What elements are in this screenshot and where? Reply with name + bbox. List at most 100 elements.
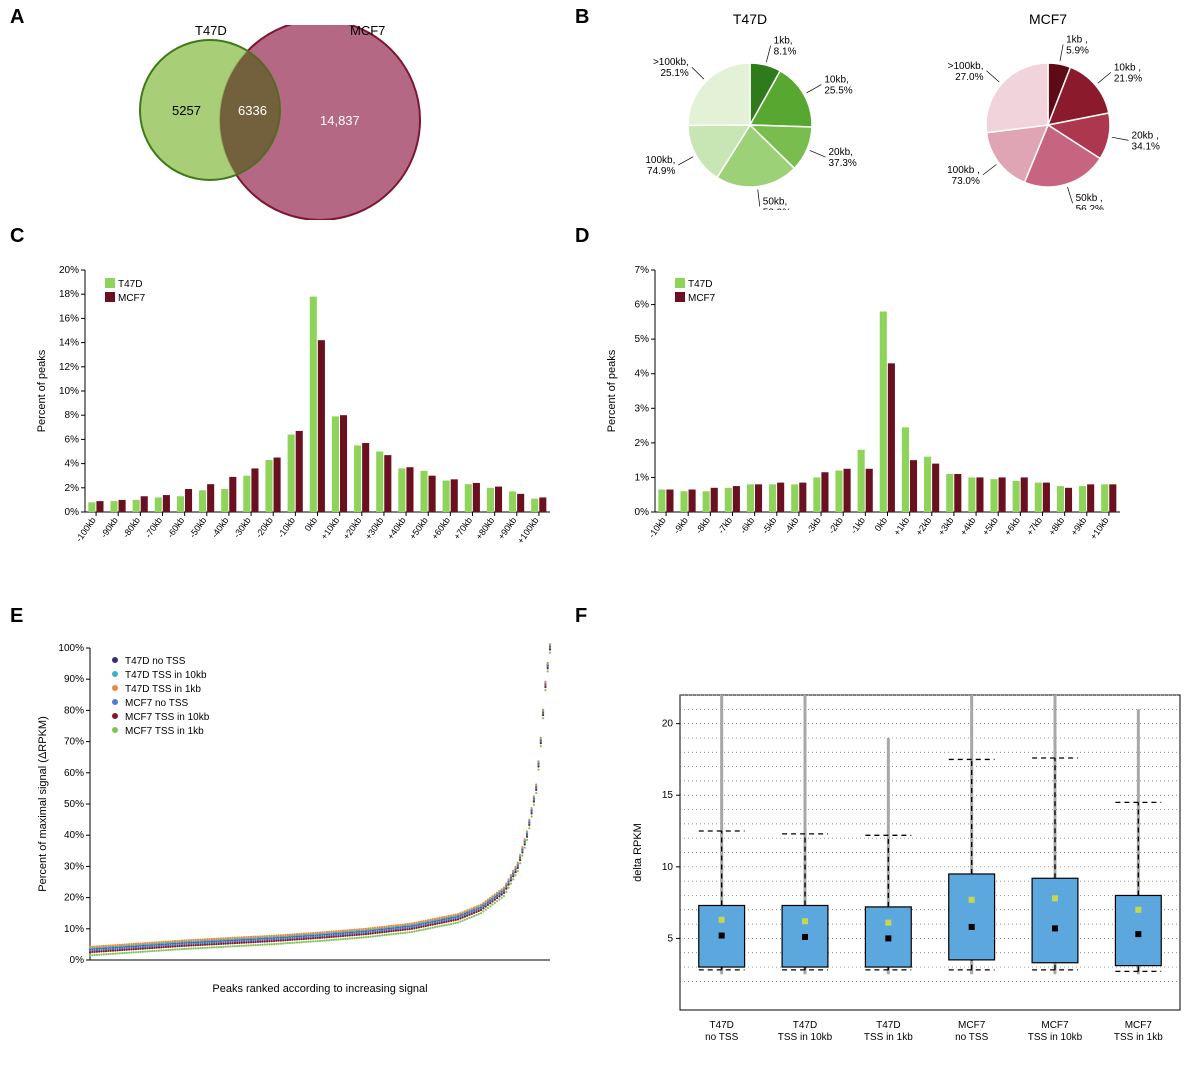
- panel-b-pies: T47D1kb,8.1%10kb,25.5%20kb,37.3%50kb,58.…: [600, 10, 900, 210]
- panel-f-label: F: [575, 605, 587, 628]
- svg-text:+100kb: +100kb: [515, 515, 540, 545]
- svg-text:20%: 20%: [59, 265, 79, 276]
- svg-text:>100kb,: >100kb,: [653, 57, 689, 68]
- svg-text:10%: 10%: [59, 386, 79, 397]
- svg-text:+5kb: +5kb: [980, 515, 1000, 537]
- svg-text:0kb: 0kb: [873, 515, 890, 533]
- svg-text:+20kb: +20kb: [341, 515, 363, 541]
- svg-text:14%: 14%: [59, 338, 79, 349]
- svg-text:+3kb: +3kb: [936, 515, 956, 537]
- svg-text:-20kb: -20kb: [254, 515, 275, 539]
- svg-text:4%: 4%: [635, 369, 650, 380]
- svg-text:-80kb: -80kb: [121, 515, 142, 539]
- svg-text:-70kb: -70kb: [143, 515, 164, 539]
- svg-text:10%: 10%: [64, 924, 84, 935]
- svg-text:+30kb: +30kb: [363, 515, 385, 541]
- svg-text:1kb ,: 1kb ,: [1066, 34, 1088, 45]
- svg-text:70%: 70%: [64, 737, 84, 748]
- svg-text:TSS in 1kb: TSS in 1kb: [864, 1032, 913, 1043]
- svg-text:5257: 5257: [172, 103, 201, 118]
- svg-text:-40kb: -40kb: [209, 515, 230, 539]
- svg-text:+9kb: +9kb: [1069, 515, 1089, 537]
- svg-text:14,837: 14,837: [320, 113, 360, 128]
- svg-text:21.9%: 21.9%: [1114, 73, 1142, 84]
- svg-text:1%: 1%: [635, 472, 650, 483]
- svg-text:+80kb: +80kb: [474, 515, 496, 541]
- svg-text:-4kb: -4kb: [782, 515, 800, 535]
- svg-text:6%: 6%: [65, 434, 80, 445]
- svg-text:56.2%: 56.2%: [1076, 204, 1104, 210]
- svg-text:10kb ,: 10kb ,: [1114, 62, 1141, 73]
- svg-text:10: 10: [662, 862, 674, 873]
- svg-text:T47D: T47D: [793, 1020, 817, 1031]
- svg-text:-1kb: -1kb: [849, 515, 867, 535]
- svg-text:2%: 2%: [65, 483, 80, 494]
- svg-text:MCF7: MCF7: [958, 1020, 986, 1031]
- svg-text:TSS in 1kb: TSS in 1kb: [1114, 1032, 1163, 1043]
- svg-text:6%: 6%: [635, 300, 650, 311]
- svg-text:MCF7: MCF7: [1125, 1020, 1153, 1031]
- svg-text:MCF7 TSS in 1kb: MCF7 TSS in 1kb: [125, 726, 204, 737]
- svg-text:MCF7: MCF7: [688, 293, 716, 304]
- svg-text:-6kb: -6kb: [738, 515, 756, 535]
- svg-text:T47D: T47D: [709, 1020, 733, 1031]
- svg-text:25.1%: 25.1%: [660, 68, 688, 79]
- svg-text:0%: 0%: [70, 955, 85, 966]
- svg-text:-2kb: -2kb: [827, 515, 845, 535]
- svg-text:60%: 60%: [64, 768, 84, 779]
- svg-text:100kb ,: 100kb ,: [947, 165, 980, 176]
- svg-text:+1kb: +1kb: [892, 515, 912, 537]
- svg-text:MCF7: MCF7: [1029, 11, 1067, 27]
- svg-text:20%: 20%: [64, 893, 84, 904]
- svg-text:T47D: T47D: [118, 279, 142, 290]
- svg-text:T47D TSS in 10kb: T47D TSS in 10kb: [125, 670, 207, 681]
- svg-text:-9kb: -9kb: [672, 515, 690, 535]
- svg-text:+70kb: +70kb: [452, 515, 474, 541]
- svg-text:TSS in 10kb: TSS in 10kb: [1028, 1032, 1083, 1043]
- svg-text:10kb,: 10kb,: [824, 75, 848, 86]
- svg-text:0kb: 0kb: [303, 515, 320, 533]
- svg-text:80%: 80%: [64, 705, 84, 716]
- svg-text:+50kb: +50kb: [407, 515, 429, 541]
- svg-text:MCF7: MCF7: [350, 25, 385, 38]
- svg-text:6336: 6336: [238, 103, 267, 118]
- svg-text:2%: 2%: [635, 438, 650, 449]
- panel-a-label: A: [10, 6, 24, 29]
- svg-text:-7kb: -7kb: [716, 515, 734, 535]
- svg-text:25.5%: 25.5%: [824, 86, 852, 97]
- svg-text:+2kb: +2kb: [914, 515, 934, 537]
- svg-text:T47D TSS in 1kb: T47D TSS in 1kb: [125, 684, 201, 695]
- svg-text:-90kb: -90kb: [99, 515, 120, 539]
- svg-text:TSS in 10kb: TSS in 10kb: [778, 1032, 833, 1043]
- svg-text:8.1%: 8.1%: [774, 47, 797, 58]
- panel-e-scatter: 0%10%20%30%40%50%60%70%80%90%100%Percent…: [30, 640, 560, 1000]
- panel-b-pie-mcf7: MCF71kb ,5.9%10kb ,21.9%20kb ,34.1%50kb …: [898, 10, 1198, 210]
- panel-c-label: C: [10, 225, 24, 248]
- panel-d-bars: 0%1%2%3%4%5%6%7%Percent of peaks-10kb-9k…: [600, 260, 1130, 590]
- svg-text:18%: 18%: [59, 289, 79, 300]
- svg-text:50kb ,: 50kb ,: [1076, 193, 1103, 204]
- svg-text:MCF7: MCF7: [118, 293, 146, 304]
- panel-b-label: B: [575, 6, 589, 29]
- svg-text:30%: 30%: [64, 861, 84, 872]
- svg-text:-3kb: -3kb: [804, 515, 822, 535]
- svg-text:+8kb: +8kb: [1047, 515, 1067, 537]
- svg-text:8%: 8%: [65, 410, 80, 421]
- svg-text:74.9%: 74.9%: [647, 166, 675, 177]
- panel-d-label: D: [575, 225, 589, 248]
- svg-text:27.0%: 27.0%: [955, 72, 983, 83]
- svg-text:-8kb: -8kb: [694, 515, 712, 535]
- svg-text:90%: 90%: [64, 674, 84, 685]
- svg-text:no TSS: no TSS: [705, 1032, 738, 1043]
- panel-e-label: E: [10, 605, 23, 628]
- svg-text:0%: 0%: [65, 507, 80, 518]
- svg-text:12%: 12%: [59, 362, 79, 373]
- svg-text:T47D: T47D: [688, 279, 712, 290]
- svg-text:-50kb: -50kb: [187, 515, 208, 539]
- svg-text:58.9%: 58.9%: [763, 207, 791, 210]
- svg-text:100kb,: 100kb,: [645, 155, 675, 166]
- svg-text:-5kb: -5kb: [760, 515, 778, 535]
- panel-c-bars: 0%2%4%6%8%10%12%14%16%18%20%Percent of p…: [30, 260, 560, 590]
- svg-text:7%: 7%: [635, 265, 650, 276]
- svg-text:15: 15: [662, 790, 674, 801]
